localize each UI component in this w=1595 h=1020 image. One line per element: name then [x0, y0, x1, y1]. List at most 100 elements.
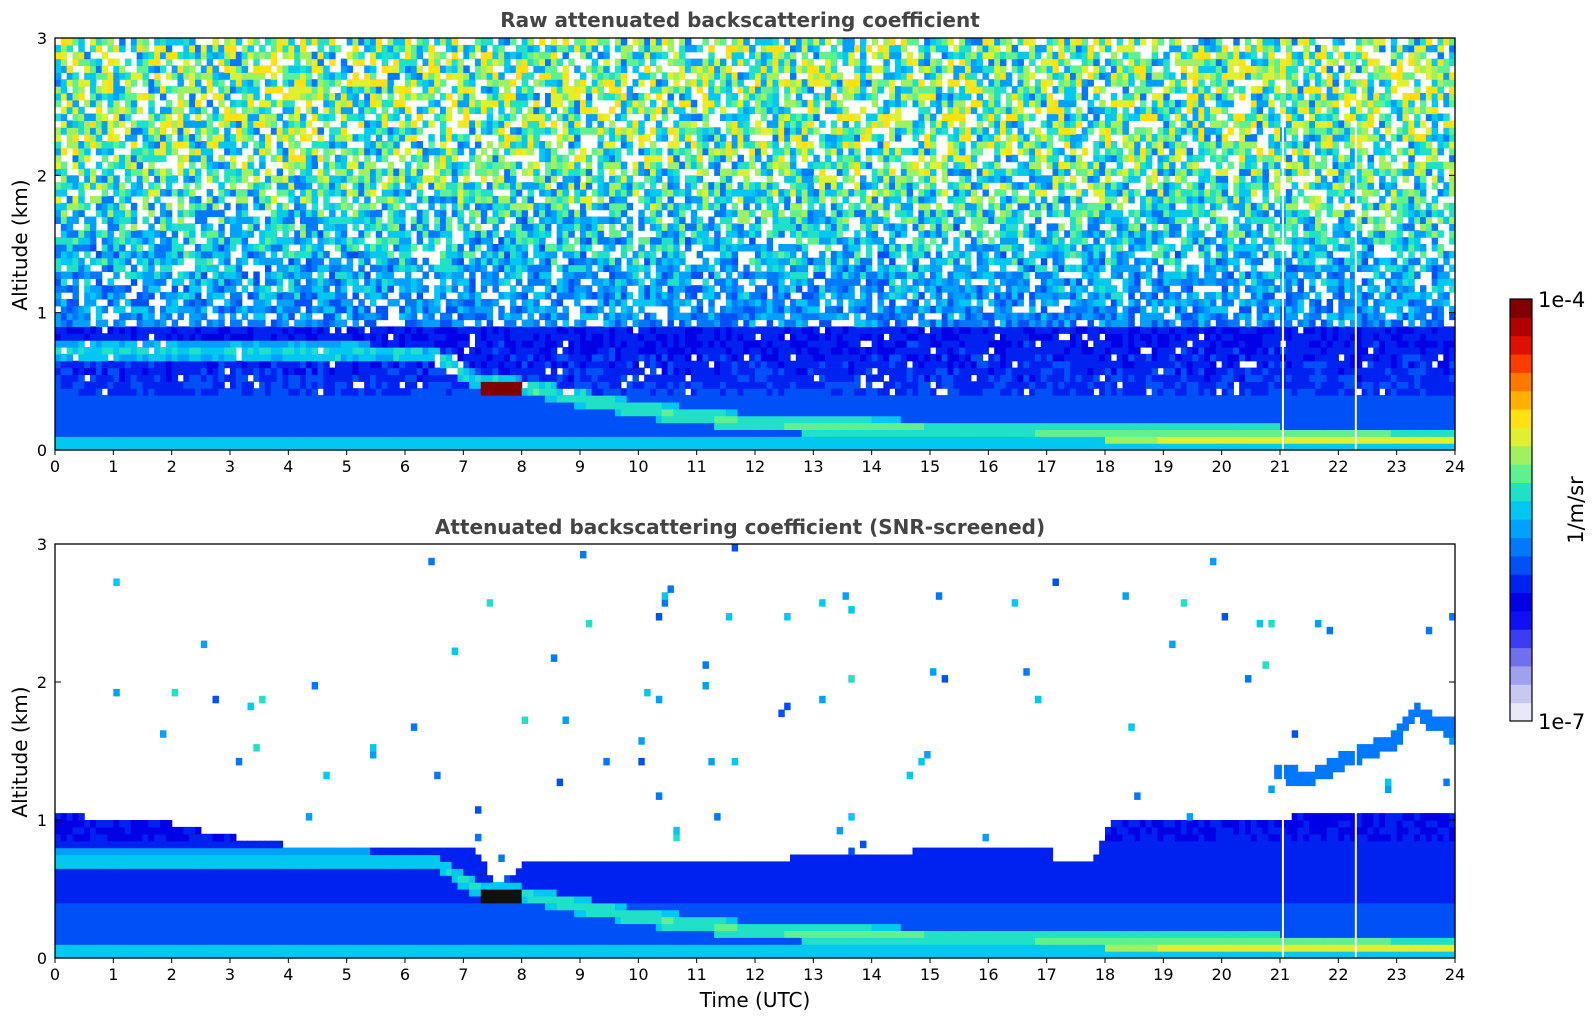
heatmap-cell	[463, 429, 470, 437]
heatmap-cell	[364, 195, 371, 204]
heatmap-cell	[440, 312, 447, 321]
heatmap-cell	[130, 395, 138, 403]
heatmap-cell	[305, 298, 313, 307]
heatmap-cell	[107, 292, 114, 300]
heatmap-cell	[580, 312, 587, 321]
heatmap-cell	[515, 353, 523, 362]
heatmap-cell	[148, 436, 155, 444]
heatmap-cell	[510, 244, 517, 252]
heatmap-cell	[265, 360, 272, 369]
heatmap-cell	[125, 374, 132, 382]
heatmap-cell	[230, 230, 237, 238]
heatmap-cell	[445, 298, 453, 307]
heatmap-cell	[265, 271, 272, 279]
heatmap-cell	[206, 381, 214, 389]
heatmap-cell	[475, 38, 482, 46]
heatmap-cell	[585, 161, 593, 170]
heatmap-cell	[171, 381, 179, 389]
heatmap-cell	[638, 244, 645, 252]
heatmap-cell	[381, 401, 389, 410]
heatmap-cell	[101, 401, 109, 410]
heatmap-cell	[160, 86, 167, 94]
heatmap-cell	[276, 278, 284, 286]
heatmap-cell	[235, 65, 243, 73]
heatmap-cell	[405, 443, 412, 451]
heatmap-cell	[259, 422, 266, 430]
heatmap-cell	[603, 285, 610, 293]
heatmap-cell	[410, 422, 418, 430]
heatmap-cell	[399, 223, 406, 231]
heatmap-cell	[177, 154, 184, 163]
heatmap-cell	[282, 319, 289, 327]
heatmap-cell	[72, 175, 79, 183]
heatmap-cell	[568, 127, 575, 135]
heatmap-cell	[580, 202, 587, 211]
heatmap-cell	[148, 86, 155, 94]
heatmap-cell	[259, 44, 266, 53]
heatmap-cell	[416, 401, 424, 410]
heatmap-cell	[492, 429, 499, 437]
heatmap-cell	[340, 168, 348, 176]
heatmap-cell	[486, 298, 494, 307]
heatmap-cell	[300, 298, 307, 307]
heatmap-cell	[422, 271, 429, 279]
heatmap-cell	[212, 244, 219, 252]
heatmap-cell	[311, 415, 319, 424]
heatmap-cell	[510, 333, 517, 341]
heatmap-cell	[288, 271, 295, 279]
heatmap-cell	[340, 347, 348, 355]
heatmap-cell	[445, 189, 453, 197]
heatmap-cell	[206, 250, 214, 259]
heatmap-cell	[644, 106, 651, 115]
heatmap-cell	[580, 333, 587, 341]
heatmap-cell	[305, 429, 313, 437]
heatmap-cell	[288, 436, 295, 444]
heatmap-cell	[189, 312, 196, 321]
heatmap-cell	[597, 333, 604, 341]
heatmap-cell	[638, 395, 645, 403]
heatmap-cell	[113, 326, 120, 334]
heatmap-cell	[550, 216, 558, 224]
heatmap-cell	[113, 395, 120, 403]
heatmap-cell	[410, 79, 418, 87]
heatmap-cell	[422, 443, 429, 451]
heatmap-cell	[84, 292, 91, 300]
heatmap-cell	[545, 92, 552, 101]
heatmap-cell	[294, 395, 301, 403]
heatmap-cell	[241, 134, 249, 142]
heatmap-cell	[556, 216, 564, 224]
heatmap-cell	[550, 86, 558, 94]
heatmap-cell	[259, 230, 266, 238]
heatmap-cell	[165, 422, 173, 430]
heatmap-cell	[387, 230, 394, 238]
heatmap-cell	[539, 244, 546, 252]
heatmap-cell	[480, 436, 488, 444]
heatmap-cell	[399, 189, 406, 197]
heatmap-cell	[224, 333, 231, 341]
heatmap-cell	[270, 395, 278, 403]
heatmap-cell	[620, 374, 628, 382]
heatmap-cell	[562, 182, 569, 190]
heatmap-cell	[305, 278, 313, 286]
heatmap-cell	[183, 271, 190, 279]
heatmap-cell	[428, 422, 435, 430]
heatmap-cell	[410, 326, 418, 334]
heatmap-cell	[107, 374, 114, 382]
heatmap-cell	[615, 216, 622, 224]
heatmap-cell	[259, 244, 266, 252]
heatmap-cell	[95, 106, 103, 115]
heatmap-cell	[545, 141, 552, 149]
heatmap-cell	[545, 168, 552, 176]
heatmap-cell	[125, 79, 132, 87]
heatmap-cell	[422, 312, 429, 321]
heatmap-cell	[463, 360, 470, 369]
heatmap-cell	[405, 388, 412, 396]
heatmap-cell	[200, 388, 208, 396]
heatmap-cell	[527, 415, 534, 424]
heatmap-cell	[305, 244, 313, 252]
heatmap-cell	[352, 333, 359, 341]
heatmap-cell	[416, 429, 424, 437]
heatmap-cell	[200, 381, 208, 389]
heatmap-cell	[504, 319, 511, 327]
heatmap-cell	[597, 127, 604, 135]
